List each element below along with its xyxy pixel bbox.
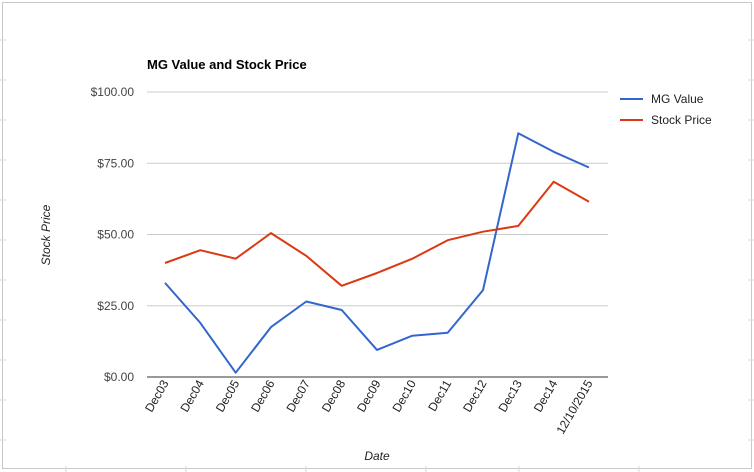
- cell-grid-marks: [0, 39, 754, 472]
- gridlines: [147, 91, 608, 307]
- legend: MG Value Stock Price: [620, 92, 712, 127]
- y-tick-label: $25.00: [97, 299, 134, 313]
- series-lines: [164, 132, 590, 374]
- y-tick-label: $50.00: [97, 228, 134, 242]
- x-axis-title: Date: [364, 449, 390, 463]
- legend-label: Stock Price: [651, 113, 712, 127]
- chart-title: MG Value and Stock Price: [147, 57, 307, 72]
- y-tick-labels: $0.00 $25.00 $50.00 $75.00 $100.00: [91, 85, 135, 384]
- legend-label: MG Value: [651, 92, 704, 106]
- series-line-mg-value: [164, 132, 590, 374]
- y-axis-title: Stock Price: [39, 204, 53, 265]
- y-tick-label: $100.00: [91, 85, 135, 99]
- series-line-stock-price: [164, 180, 590, 287]
- y-tick-label: $75.00: [97, 156, 134, 170]
- y-tick-label: $0.00: [104, 370, 134, 384]
